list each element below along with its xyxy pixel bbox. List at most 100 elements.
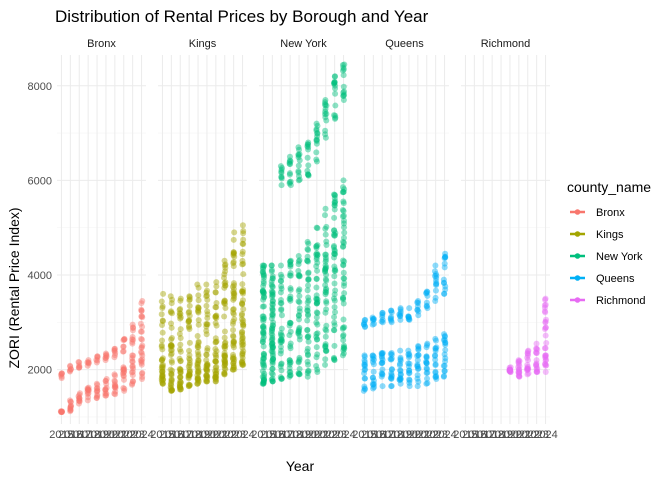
data-point (270, 356, 277, 363)
data-point (331, 214, 338, 221)
data-point (313, 314, 320, 321)
data-point (423, 299, 430, 306)
data-point (130, 352, 137, 359)
data-point (259, 316, 266, 323)
data-point (442, 358, 449, 365)
data-point (129, 340, 136, 347)
data-point (440, 336, 447, 343)
data-point (159, 373, 166, 380)
data-point (516, 370, 523, 377)
data-point (102, 355, 109, 362)
data-point (159, 303, 166, 310)
data-point (414, 375, 421, 382)
data-point (332, 192, 339, 199)
data-point (139, 323, 146, 330)
data-point (431, 272, 438, 279)
data-point (121, 335, 128, 342)
data-point (322, 205, 329, 212)
data-point (313, 333, 320, 340)
data-point (524, 365, 531, 372)
data-point (238, 359, 245, 366)
data-point (67, 407, 74, 414)
data-point (370, 385, 377, 392)
data-point (378, 318, 385, 325)
data-point (230, 344, 237, 351)
data-point (76, 395, 83, 402)
data-point (259, 324, 266, 331)
data-point (287, 297, 294, 304)
data-point (221, 274, 228, 281)
x-tick-label: 2024 (533, 429, 557, 441)
data-point (67, 398, 74, 405)
data-point (230, 252, 237, 259)
data-point (441, 264, 448, 271)
data-point (222, 300, 229, 307)
data-point (360, 321, 367, 328)
data-point (203, 281, 210, 288)
data-point (313, 137, 320, 144)
data-point (138, 300, 145, 307)
data-point (185, 381, 192, 388)
data-point (58, 375, 65, 382)
data-point (296, 371, 303, 378)
data-point (322, 267, 329, 274)
data-point (388, 373, 395, 380)
data-point (93, 388, 100, 395)
data-point (213, 322, 220, 329)
data-point (287, 263, 294, 270)
data-point (159, 355, 166, 362)
data-point (159, 364, 166, 371)
data-point (240, 230, 247, 237)
data-point (295, 358, 302, 365)
data-point (260, 343, 267, 350)
x-tick-label: 2021 (305, 429, 329, 441)
data-point (278, 285, 285, 292)
data-point (341, 280, 348, 287)
data-point (370, 368, 377, 375)
data-point (533, 350, 540, 357)
x-tick-label: 2016 (462, 429, 486, 441)
data-point (186, 371, 193, 378)
data-point (340, 198, 347, 205)
data-point (323, 327, 330, 334)
data-point (120, 366, 127, 373)
data-point (176, 355, 183, 362)
data-point (239, 288, 246, 295)
data-point (120, 365, 127, 372)
data-point (194, 342, 201, 349)
data-point (515, 369, 522, 376)
data-point (168, 371, 175, 378)
x-tick-label: 2017 (471, 429, 495, 441)
data-point (85, 359, 92, 366)
data-point (269, 292, 276, 299)
data-point (160, 376, 167, 383)
data-point (541, 345, 548, 352)
data-point (212, 320, 219, 327)
data-point (120, 343, 127, 350)
data-point (414, 306, 421, 313)
data-point (260, 318, 267, 325)
data-point (341, 290, 348, 297)
data-point (177, 326, 184, 333)
data-point (186, 368, 193, 375)
data-point (269, 332, 276, 339)
data-point (286, 157, 293, 164)
data-point (323, 110, 330, 117)
data-point (138, 308, 145, 315)
data-point (415, 352, 422, 359)
x-tick-label: 2020 (195, 429, 219, 441)
data-point (102, 390, 109, 397)
data-point (424, 375, 431, 382)
data-point (185, 372, 192, 379)
data-point (331, 273, 338, 280)
data-point (213, 304, 220, 311)
data-point (441, 332, 448, 339)
data-point (313, 242, 320, 249)
data-point (286, 160, 293, 167)
data-point (102, 386, 109, 393)
data-point (261, 372, 268, 379)
data-point (103, 384, 110, 391)
data-point (432, 337, 439, 344)
data-point (525, 365, 532, 372)
data-point (76, 398, 83, 405)
